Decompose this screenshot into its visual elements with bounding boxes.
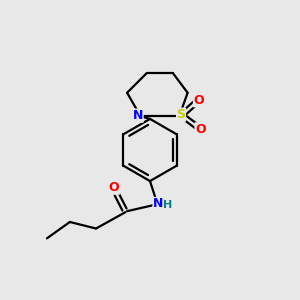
Text: O: O <box>109 181 119 194</box>
Text: S: S <box>177 108 186 121</box>
Text: O: O <box>195 123 206 136</box>
Text: O: O <box>194 94 204 107</box>
Text: N: N <box>133 109 143 122</box>
Text: H: H <box>163 200 172 210</box>
Text: N: N <box>153 197 164 211</box>
